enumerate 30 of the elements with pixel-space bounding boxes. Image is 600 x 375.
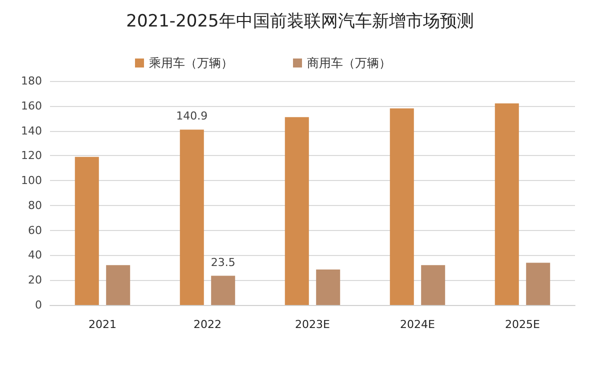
bar xyxy=(180,130,204,305)
bar xyxy=(211,276,236,305)
y-tick-label: 180 xyxy=(21,74,42,88)
x-tick-label: 2025E xyxy=(505,318,540,331)
y-tick-label: 160 xyxy=(21,99,42,112)
data-label: 23.5 xyxy=(210,256,236,269)
bar xyxy=(284,117,309,305)
bar xyxy=(316,270,340,305)
bar xyxy=(421,265,446,305)
bar xyxy=(526,262,550,305)
y-tick-label: 20 xyxy=(28,274,42,287)
y-tick-label: 120 xyxy=(21,149,42,162)
y-tick-label: 40 xyxy=(28,248,42,262)
chart-title: 2021-2025年中国前装联网汽车新增市场预测 xyxy=(126,12,474,32)
y-tick-label: 0 xyxy=(35,298,42,312)
bar xyxy=(106,265,130,305)
x-tick-label: 2024E xyxy=(400,318,436,331)
data-label: 140.9 xyxy=(176,110,208,123)
y-tick-label: 80 xyxy=(28,198,42,212)
bar xyxy=(494,103,519,305)
legend-label: 商用车（万辆） xyxy=(307,56,391,70)
x-tick-label: 2021 xyxy=(88,318,116,331)
y-tick-label: 60 xyxy=(28,224,42,237)
bar xyxy=(390,108,414,305)
legend-label: 乘用车（万辆） xyxy=(149,56,233,70)
y-tick-label: 100 xyxy=(21,174,42,188)
bar xyxy=(74,156,99,305)
x-tick-label: 2022 xyxy=(194,318,222,331)
y-tick-label: 140 xyxy=(21,124,42,138)
x-tick-label: 2023E xyxy=(295,318,330,331)
